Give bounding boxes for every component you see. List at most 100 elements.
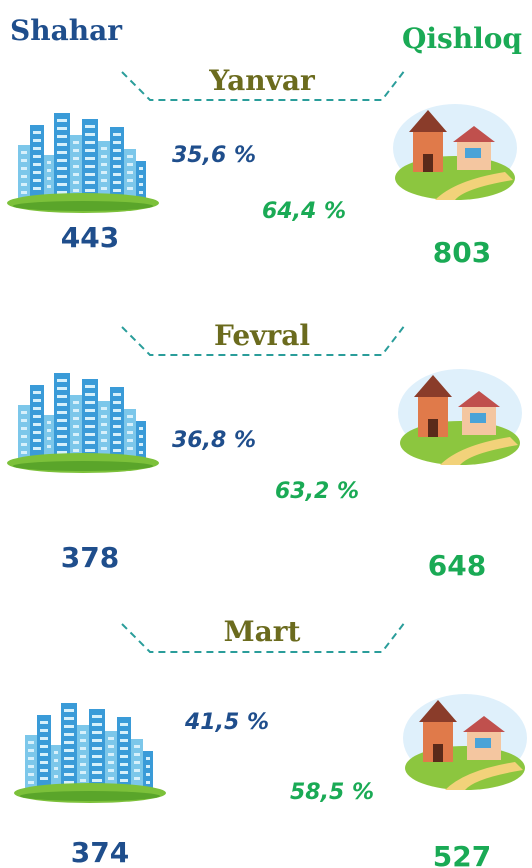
- window: [28, 741, 34, 744]
- window: [113, 141, 121, 144]
- window: [33, 131, 41, 134]
- window: [85, 409, 95, 412]
- window: [120, 739, 128, 742]
- window: [92, 715, 102, 718]
- window: [57, 379, 67, 382]
- window: [64, 765, 74, 768]
- window: [127, 423, 133, 426]
- window: [80, 739, 86, 742]
- window: [101, 447, 107, 450]
- window: [57, 411, 67, 414]
- window: [113, 401, 121, 404]
- window: [113, 149, 121, 152]
- window: [113, 133, 121, 136]
- window2: [470, 413, 486, 423]
- window: [64, 773, 74, 776]
- window: [92, 771, 102, 774]
- window: [33, 439, 41, 442]
- grass-shade: [13, 201, 153, 211]
- window: [85, 157, 95, 160]
- window: [139, 427, 143, 430]
- window: [57, 159, 67, 162]
- window: [21, 175, 27, 178]
- window: [101, 187, 107, 190]
- window: [57, 443, 67, 446]
- window: [134, 745, 140, 748]
- window: [92, 763, 102, 766]
- window: [73, 441, 79, 444]
- building: [143, 751, 153, 790]
- window: [21, 167, 27, 170]
- window: [85, 401, 95, 404]
- window: [92, 747, 102, 750]
- window: [85, 449, 95, 452]
- window: [47, 161, 51, 164]
- window: [113, 157, 121, 160]
- window: [57, 127, 67, 130]
- window: [108, 777, 114, 780]
- window: [57, 419, 67, 422]
- window: [33, 407, 41, 410]
- window: [64, 749, 74, 752]
- window: [33, 179, 41, 182]
- village-icon: [393, 104, 517, 200]
- window: [139, 443, 143, 446]
- window: [113, 433, 121, 436]
- city-value: 378: [61, 541, 119, 574]
- window: [54, 751, 58, 754]
- city-icon: [7, 373, 159, 473]
- window: [127, 171, 133, 174]
- window: [47, 185, 51, 188]
- grass-shade: [13, 461, 153, 471]
- window: [40, 745, 48, 748]
- window: [101, 155, 107, 158]
- window: [73, 409, 79, 412]
- window: [120, 747, 128, 750]
- window: [33, 139, 41, 142]
- window: [33, 187, 41, 190]
- building: [54, 113, 70, 200]
- window: [73, 149, 79, 152]
- window: [21, 443, 27, 446]
- window: [33, 155, 41, 158]
- window: [28, 749, 34, 752]
- window: [113, 425, 121, 428]
- window: [101, 147, 107, 150]
- window: [113, 393, 121, 396]
- window: [113, 409, 121, 412]
- window: [33, 391, 41, 394]
- window: [85, 173, 95, 176]
- window: [101, 407, 107, 410]
- window: [85, 165, 95, 168]
- window: [28, 781, 34, 784]
- window: [33, 447, 41, 450]
- window: [108, 753, 114, 756]
- header-right: Qishloq: [402, 22, 522, 55]
- window: [80, 755, 86, 758]
- window: [57, 143, 67, 146]
- village-value: 648: [428, 549, 486, 582]
- window: [127, 447, 133, 450]
- window: [92, 755, 102, 758]
- window: [21, 411, 27, 414]
- window: [108, 761, 114, 764]
- window: [85, 133, 95, 136]
- window: [139, 175, 143, 178]
- city-percent: 36,8 %: [172, 428, 256, 453]
- village-percent: 63,2 %: [275, 479, 359, 504]
- window: [33, 171, 41, 174]
- city-percent: 41,5 %: [184, 710, 269, 735]
- building: [136, 161, 146, 200]
- window: [146, 773, 150, 776]
- village-percent: 58,5 %: [290, 780, 374, 805]
- window: [127, 179, 133, 182]
- window: [127, 415, 133, 418]
- window: [85, 125, 95, 128]
- window: [64, 741, 74, 744]
- window: [57, 167, 67, 170]
- window: [73, 449, 79, 452]
- window: [73, 173, 79, 176]
- window: [21, 419, 27, 422]
- window: [85, 385, 95, 388]
- window: [47, 429, 51, 432]
